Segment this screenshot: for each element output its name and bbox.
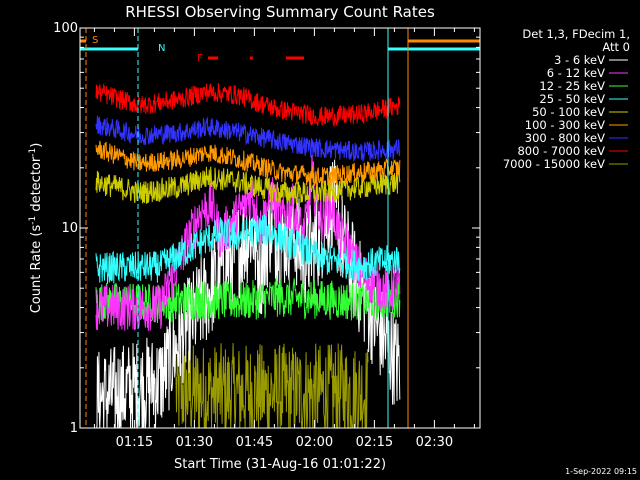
x-tick-label: 01:30 [176, 435, 213, 450]
series-line-300-800kev-kev [95, 115, 401, 162]
series-line-100-300kev-kev [95, 140, 401, 187]
series-line-50-100kev-kev [95, 166, 401, 206]
y-label-mid: detector [29, 156, 44, 216]
legend-label: 50 - 100 keV [532, 105, 605, 119]
y-axis-label: Count Rate (s-1 detector-1) [28, 143, 44, 314]
legend-label: 6 - 12 keV [547, 66, 605, 80]
flare-flag-label: F [197, 53, 203, 64]
series-line-7000-15000kev-kev [175, 343, 369, 430]
y-tick-label: 1 [70, 421, 78, 436]
x-tick-label: 01:15 [116, 435, 153, 450]
y-label-end: ) [29, 143, 44, 148]
x-tick-label: 02:00 [296, 435, 333, 450]
y-label-sup1: -1 [28, 216, 38, 225]
legend-header-line-1: Det 1,3, FDecim 1, [522, 27, 630, 41]
legend-label: 7000 - 15000 keV [503, 157, 605, 171]
y-tick-label: 10 [61, 221, 78, 236]
legend-label: 300 - 800 keV [525, 131, 605, 145]
series-line-6-12kev-kev [95, 155, 401, 332]
legend-header-line-2: Att 0 [602, 40, 630, 54]
y-tick-label: 100 [53, 21, 78, 36]
x-tick-label: 02:15 [356, 435, 393, 450]
plot-area: S N F 1 10 100 01:15 01:30 01:45 02:00 02:15 02:30 [53, 21, 481, 450]
legend-label: 25 - 50 keV [539, 92, 605, 106]
legend-label: 12 - 25 keV [539, 79, 605, 93]
night-flag-label: N [158, 43, 165, 54]
y-label-sup2: -1 [28, 148, 38, 157]
svg-text:Count Rate (s-1 detector-1): Count Rate (s-1 detector-1) [28, 143, 44, 314]
x-axis-label: Start Time (31-Aug-16 01:01:22) [174, 457, 386, 472]
series-line-800-7000kev-kev [95, 83, 401, 128]
chart-title: RHESSI Observing Summary Count Rates [125, 3, 435, 21]
series-line-25-50kev-kev [95, 214, 401, 284]
series-line-12-25kev-kev [95, 277, 401, 324]
y-label-main: Count Rate (s [29, 225, 44, 314]
series-line-3-6kev-kev [96, 159, 401, 429]
legend-label: 100 - 300 keV [525, 118, 605, 132]
saa-flag-label: S [92, 35, 98, 46]
x-tick-label: 01:45 [236, 435, 273, 450]
x-tick-label: 02:30 [416, 435, 453, 450]
legend-label: 800 - 7000 keV [517, 144, 605, 158]
timestamp-stamp: 1-Sep-2022 09:15 [565, 467, 637, 476]
legend-label: 3 - 6 keV [554, 53, 605, 67]
